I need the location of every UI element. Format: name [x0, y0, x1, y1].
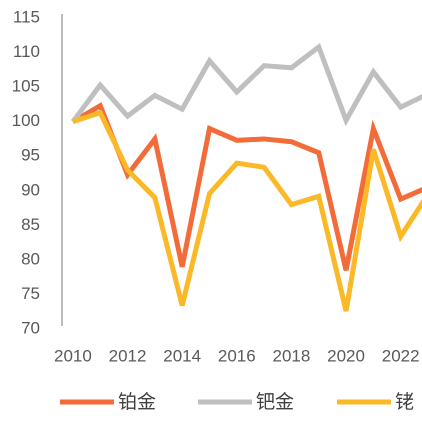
x-tick-label: 2020 — [327, 346, 365, 365]
y-tick-label: 75 — [21, 284, 40, 303]
series-line — [71, 102, 422, 271]
y-tick-label: 115 — [13, 7, 40, 26]
y-tick-label: 105 — [12, 77, 40, 96]
y-tick-label: 100 — [12, 111, 40, 130]
x-tick-label: 2012 — [109, 346, 147, 365]
legend-label: 铑 — [395, 391, 414, 413]
x-tick-label: 2016 — [218, 346, 256, 365]
y-tick-label: 70 — [21, 318, 40, 337]
x-tick-label: 2022 — [382, 346, 420, 365]
y-tick-label: 95 — [21, 146, 40, 165]
y-tick-label: 85 — [21, 215, 40, 234]
y-tick-label: 110 — [13, 42, 40, 61]
y-tick-label: 90 — [21, 180, 40, 199]
y-tick-label: 80 — [21, 249, 40, 268]
x-tick-label: 2014 — [163, 346, 201, 365]
series-line — [72, 109, 422, 312]
legend-label: 铂金 — [118, 391, 156, 413]
x-tick-label: 2010 — [54, 346, 92, 365]
x-tick-label: 2018 — [273, 346, 311, 365]
legend-label: 钯金 — [256, 391, 294, 413]
series-line — [70, 43, 422, 127]
